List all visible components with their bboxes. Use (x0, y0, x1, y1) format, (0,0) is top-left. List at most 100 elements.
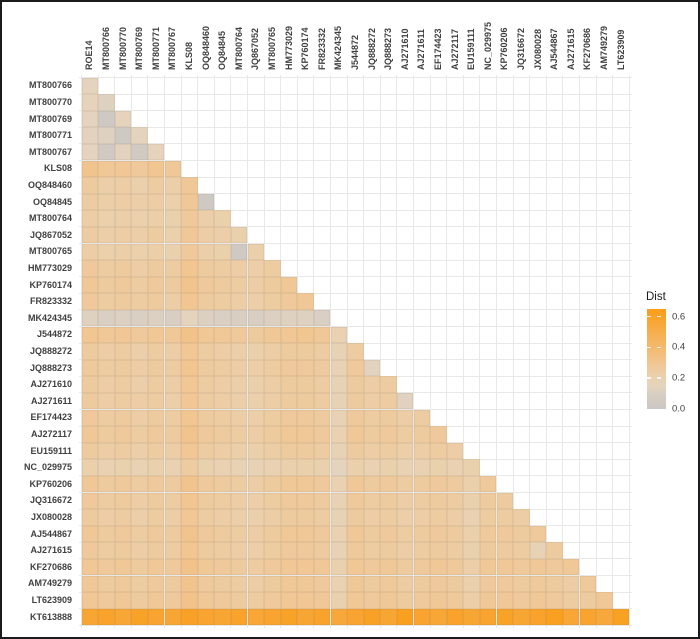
heatmap-cell (131, 409, 148, 427)
heatmap-cell (430, 592, 447, 609)
heatmap-cell (430, 492, 447, 510)
col-label: AJ272117 (449, 28, 460, 70)
heatmap-cell (81, 77, 99, 95)
gridline (79, 326, 632, 327)
heatmap-cell (380, 459, 397, 476)
heatmap-cell (147, 177, 165, 194)
heatmap-cell (463, 525, 480, 543)
heatmap-cell (496, 509, 514, 526)
heatmap-cell (413, 542, 431, 559)
gridline (496, 75, 497, 628)
heatmap-cell (247, 409, 265, 427)
heatmap-cell (446, 459, 464, 476)
heatmap-cell (280, 558, 298, 576)
heatmap-cell (297, 409, 314, 427)
heatmap-cell (230, 293, 248, 310)
heatmap-cell (98, 592, 115, 609)
col-label: HM773029 (283, 25, 294, 70)
heatmap-cell (363, 475, 381, 493)
heatmap-cell (214, 293, 231, 310)
heatmap-cell (214, 592, 231, 609)
heatmap-cell (131, 343, 148, 360)
heatmap-cell (131, 509, 148, 526)
legend-tick-mark (657, 377, 661, 379)
heatmap-cell (330, 558, 348, 576)
heatmap-cell (363, 359, 381, 377)
gridline (79, 292, 632, 294)
heatmap-cell (463, 459, 480, 476)
gridline (79, 193, 632, 195)
heatmap-cell (81, 492, 99, 510)
heatmap-cell (380, 392, 397, 410)
heatmap-cell (197, 210, 215, 227)
heatmap-cell (247, 260, 265, 277)
heatmap-cell (81, 343, 99, 360)
row-label: MT800766 (28, 80, 72, 91)
heatmap-cell (197, 309, 215, 327)
heatmap-cell (264, 575, 281, 593)
heatmap-cell (297, 592, 314, 609)
heatmap-cell (313, 592, 331, 609)
heatmap-cell (380, 525, 397, 543)
heatmap-cell (313, 442, 331, 460)
heatmap-cell (98, 326, 115, 344)
row-label: AJ544867 (30, 528, 72, 539)
heatmap-cell (131, 177, 148, 194)
heatmap-cell (264, 542, 281, 559)
heatmap-cell (147, 426, 165, 443)
heatmap-cell (164, 392, 182, 410)
heatmap-cell (181, 442, 198, 460)
heatmap-cell (181, 492, 198, 510)
heatmap-cell (313, 475, 331, 493)
heatmap-cell (380, 442, 397, 460)
heatmap-cell (98, 143, 115, 161)
heatmap-cell (230, 260, 248, 277)
heatmap-cell (181, 575, 198, 593)
heatmap-cell (380, 376, 397, 393)
heatmap-cell (197, 492, 215, 510)
heatmap-cell (114, 309, 132, 327)
heatmap-cell (181, 608, 198, 626)
heatmap-cell (446, 509, 464, 526)
heatmap-cell (430, 459, 447, 476)
heatmap-cell (81, 575, 99, 593)
heatmap-cell (181, 309, 198, 327)
row-label: MT800765 (28, 246, 72, 257)
heatmap-cell (81, 210, 99, 227)
heatmap-cell (164, 608, 182, 626)
heatmap-cell (230, 326, 248, 344)
heatmap-cell (214, 376, 231, 393)
heatmap-cell (297, 492, 314, 510)
heatmap-cell (529, 575, 547, 593)
legend-tick-mark (647, 377, 651, 379)
col-label: MT800771 (150, 26, 161, 70)
heatmap-cell (280, 442, 298, 460)
row-label: KF270686 (29, 561, 72, 572)
heatmap-cell (463, 475, 480, 493)
heatmap-cell (147, 592, 165, 609)
gridline (79, 276, 632, 278)
heatmap-cell (181, 542, 198, 559)
gridline (462, 75, 464, 628)
heatmap-cell (147, 359, 165, 377)
heatmap-cell (313, 409, 331, 427)
heatmap-cell (197, 293, 215, 310)
heatmap-cell (114, 193, 132, 211)
heatmap-cell (313, 575, 331, 593)
col-label: J544872 (349, 34, 360, 70)
heatmap-cell (181, 326, 198, 344)
gridline (512, 75, 514, 628)
heatmap-cell (247, 359, 265, 377)
heatmap-cell (546, 575, 563, 593)
row-label: EU159111 (30, 445, 72, 456)
heatmap-cell (131, 426, 148, 443)
col-label: AM749279 (598, 25, 609, 70)
heatmap-cell (214, 326, 231, 344)
heatmap-cell (81, 326, 99, 344)
heatmap-cell (380, 409, 397, 427)
legend: Dist 0.6 0.4 0.2 0.0 (642, 287, 698, 422)
heatmap-cell (363, 509, 381, 526)
heatmap-cell (98, 110, 115, 128)
heatmap-cell (81, 558, 99, 576)
heatmap-cell (280, 525, 298, 543)
